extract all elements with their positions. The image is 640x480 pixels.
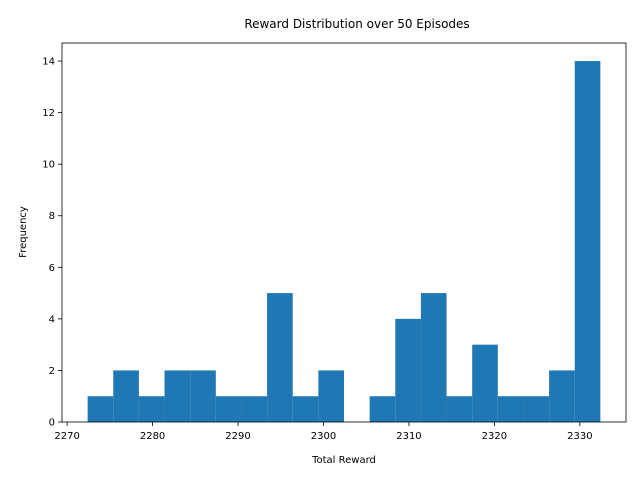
histogram-bar [113,370,139,422]
plot-area-frame [61,42,627,423]
chart-title: Reward Distribution over 50 Episodes [244,17,469,31]
histogram-bar [87,396,114,422]
y-tick-label: 12 [42,108,55,119]
histogram-bar [523,396,550,422]
x-axis-label: Total Reward [311,455,376,466]
x-tick-label: 2270 [54,431,79,442]
histogram-bar [267,293,293,422]
y-tick-label: 8 [49,211,55,222]
histogram-bar [574,61,601,423]
histogram-bar [190,370,216,422]
histogram-bar [549,370,575,422]
histogram-bar [164,370,191,422]
x-tick-label: 2320 [482,431,507,442]
histogram-bar [420,293,447,422]
x-tick-label: 2310 [396,431,421,442]
x-tick-label: 2280 [140,431,165,442]
histogram-bars [87,61,601,423]
histogram-bar [472,344,498,422]
x-tick-label: 2330 [567,431,592,442]
y-axis-label: Frequency [18,206,29,258]
histogram-bar [215,396,242,422]
y-tick-label: 4 [49,314,55,325]
y-tick-label: 2 [49,366,55,377]
x-tick-label: 2290 [225,431,250,442]
y-tick-label: 10 [42,160,55,171]
histogram-bar [138,396,165,422]
histogram-bar [446,396,473,422]
histogram-bar [395,318,421,422]
histogram-bar [369,396,396,422]
histogram-bar [497,396,524,422]
histogram-bar [241,396,268,422]
y-axis-ticks: 0 2 4 6 8 10 12 14 [42,57,62,429]
y-tick-label: 14 [42,57,55,68]
histogram-bar [318,370,344,422]
y-tick-label: 6 [49,263,55,274]
x-axis-ticks: 2270 2280 2290 2300 2310 2320 2330 [54,422,593,442]
histogram-bar [292,396,319,422]
y-tick-label: 0 [49,418,55,429]
x-tick-label: 2300 [311,431,336,442]
